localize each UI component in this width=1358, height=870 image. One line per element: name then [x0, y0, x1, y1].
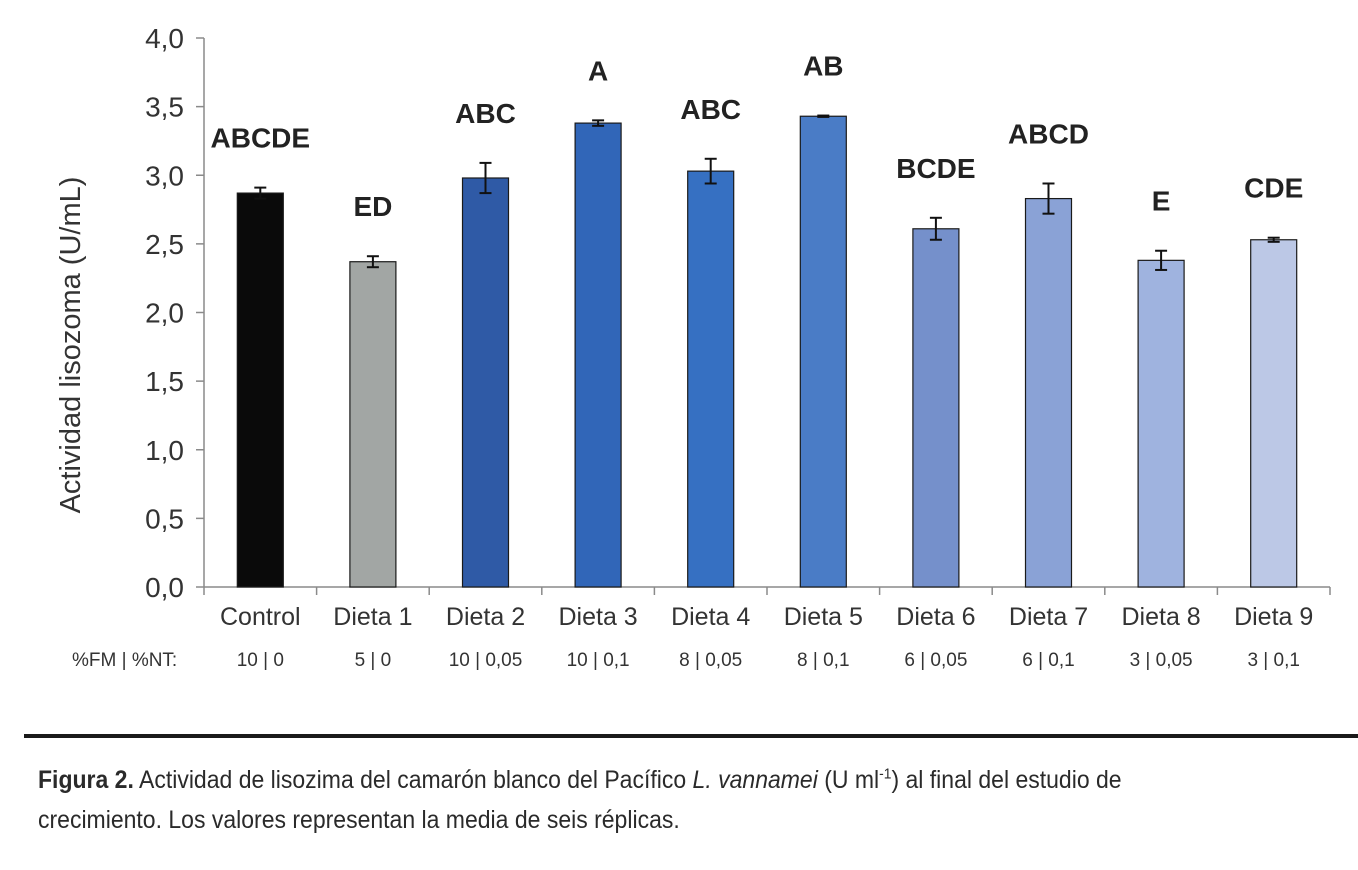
composition-label: 10 | 0 [237, 650, 284, 671]
significance-label: ABC [455, 98, 516, 129]
y-tick-label: 2,0 [145, 298, 184, 329]
figure-caption: Figura 2. Actividad de lisozima del cama… [38, 760, 1234, 840]
bar [799, 115, 847, 588]
y-tick-label: 0,5 [145, 503, 184, 534]
composition-label: 6 | 0,05 [904, 650, 967, 671]
bar [1250, 239, 1298, 588]
x-tick-label: Control [220, 603, 301, 631]
y-tick-label: 0,0 [145, 572, 184, 603]
x-tick-label: Dieta 1 [333, 603, 412, 631]
significance-label: E [1152, 186, 1171, 217]
composition-row-label: %FM | %NT: [72, 650, 177, 671]
composition-label: 6 | 0,1 [1022, 650, 1074, 671]
caption-text-2: (U ml [817, 766, 880, 794]
x-tick-label: Dieta 8 [1121, 603, 1200, 631]
significance-label: ABC [680, 94, 741, 125]
x-tick-label: Dieta 6 [896, 603, 975, 631]
significance-label: ED [353, 191, 392, 222]
lysozyme-bar-chart: 0,0 0,5 1,0 1,5 2,0 2,5 3,0 3,5 4,0 Actividad li… [55, 23, 1331, 671]
y-tick-label: 1,5 [145, 366, 184, 397]
caption-text-3: ) al final del estudio de crecimiento. L… [38, 766, 1122, 834]
composition-label: 10 | 0,05 [449, 650, 523, 671]
composition-label: 3 | 0,05 [1130, 650, 1193, 671]
y-tick-label: 3,0 [145, 160, 184, 191]
bar [687, 170, 735, 588]
y-tick-label: 2,5 [145, 229, 184, 260]
x-tick-label: Dieta 7 [1009, 603, 1088, 631]
chart-axes: 0,0 0,5 1,0 1,5 2,0 2,5 3,0 3,5 4,0 [145, 23, 1331, 603]
composition-label: 5 | 0 [355, 650, 392, 671]
significance-label: BCDE [896, 153, 975, 184]
x-tick-label: Dieta 2 [446, 603, 525, 631]
composition-label: 8 | 0,05 [679, 650, 742, 671]
y-tick-label: 3,5 [145, 92, 184, 123]
bar [461, 177, 510, 588]
x-tick-label: Dieta 4 [671, 603, 750, 631]
bar [574, 122, 622, 588]
composition-label: 3 | 0,1 [1247, 650, 1299, 671]
significance-label: ABCDE [211, 123, 311, 154]
composition-label: 8 | 0,1 [797, 650, 849, 671]
caption-divider [24, 734, 1358, 738]
bar-series [236, 114, 1298, 588]
x-tick-label: Dieta 5 [784, 603, 863, 631]
bar [349, 261, 397, 588]
bar [912, 228, 960, 588]
caption-species: L. vannamei [692, 766, 818, 794]
x-tick-label: Dieta 9 [1234, 603, 1313, 631]
significance-label: AB [803, 51, 843, 82]
bar [1137, 259, 1185, 588]
significance-label: ABCD [1008, 118, 1089, 149]
y-axis-title: Actividad lisozoma (U/mL) [55, 177, 87, 514]
bar [1024, 197, 1073, 588]
bar [236, 192, 284, 588]
chart-labels: Actividad lisozoma (U/mL)%FM | %NT:ABCDE… [55, 51, 1313, 671]
caption-superscript: -1 [879, 765, 892, 783]
significance-label: A [588, 55, 608, 86]
caption-text-1: Actividad de lisozima del camarón blanco… [133, 766, 693, 794]
significance-label: CDE [1244, 173, 1303, 204]
x-tick-label: Dieta 3 [558, 603, 637, 631]
y-tick-label: 4,0 [145, 23, 184, 54]
composition-label: 10 | 0,1 [567, 650, 630, 671]
caption-label: Figura 2. [38, 766, 134, 794]
y-tick-label: 1,0 [145, 435, 184, 466]
